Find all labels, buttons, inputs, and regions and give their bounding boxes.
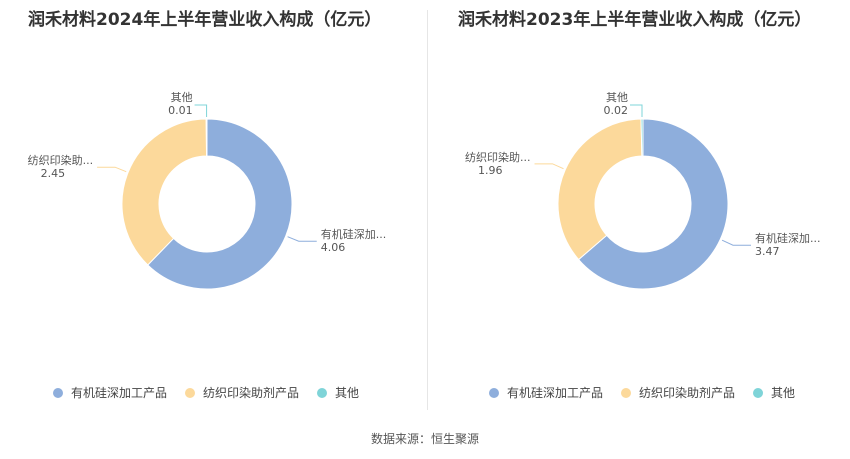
slice-value-silicone: 3.47 xyxy=(755,245,780,258)
panel-divider xyxy=(427,10,428,410)
donut-slice-silicone[interactable] xyxy=(577,118,729,290)
slice-value-textile: 1.96 xyxy=(478,164,503,177)
legend-marker-textile xyxy=(185,388,195,398)
leader-line-textile xyxy=(97,166,127,173)
slice-label-textile: 纺织印染助... xyxy=(28,153,94,167)
leader-line-silicone xyxy=(721,239,752,246)
leader-line-textile xyxy=(534,163,564,170)
legend-item-other[interactable]: 其他 xyxy=(753,386,795,400)
leader-line-silicone xyxy=(287,236,317,242)
legend-label-textile: 纺织印染助剂产品 xyxy=(639,385,735,400)
legend-marker-other xyxy=(753,388,763,398)
slice-label-other: 其他 xyxy=(171,91,193,104)
legend-item-other[interactable]: 其他 xyxy=(317,386,359,400)
legend-label-silicone: 有机硅深加工产品 xyxy=(507,386,603,400)
donut-slice-textile[interactable] xyxy=(121,118,208,266)
slice-label-other: 其他 xyxy=(606,91,628,104)
slice-label-silicone: 有机硅深加... xyxy=(755,231,821,245)
donut-slice-textile[interactable] xyxy=(557,118,643,261)
chart-title-2024: 润禾材料2024年上半年营业收入构成（亿元） xyxy=(28,10,382,30)
donut-slice-other[interactable] xyxy=(205,118,208,157)
legend-marker-silicone xyxy=(489,388,499,398)
legend-item-textile[interactable]: 纺织印染助剂产品 xyxy=(621,385,735,400)
legend-marker-silicone xyxy=(53,388,63,398)
slice-label-textile: 纺织印染助... xyxy=(465,150,531,164)
legend-marker-textile xyxy=(621,388,631,398)
donut-slice-silicone[interactable] xyxy=(147,118,293,290)
slice-label-silicone: 有机硅深加... xyxy=(321,227,387,241)
chart-title-2023: 润禾材料2023年上半年营业收入构成（亿元） xyxy=(458,10,812,30)
legend-item-silicone[interactable]: 有机硅深加工产品 xyxy=(489,386,603,400)
donut-slice-other[interactable] xyxy=(640,118,644,157)
legend-item-silicone[interactable]: 有机硅深加工产品 xyxy=(53,386,167,400)
legend-marker-other xyxy=(317,388,327,398)
leader-line-other xyxy=(629,104,643,118)
legend-item-textile[interactable]: 纺织印染助剂产品 xyxy=(185,385,299,400)
slice-value-other: 0.01 xyxy=(168,104,193,117)
slice-value-other: 0.02 xyxy=(603,104,628,117)
leader-line-other xyxy=(194,104,208,118)
legend-label-other: 其他 xyxy=(771,386,795,400)
slice-value-silicone: 4.06 xyxy=(321,241,346,254)
legend-label-textile: 纺织印染助剂产品 xyxy=(203,385,299,400)
slice-value-textile: 2.45 xyxy=(41,167,66,180)
legend-label-silicone: 有机硅深加工产品 xyxy=(71,386,167,400)
legend-label-other: 其他 xyxy=(335,386,359,400)
data-source-label: 数据来源：恒生聚源 xyxy=(370,432,479,446)
